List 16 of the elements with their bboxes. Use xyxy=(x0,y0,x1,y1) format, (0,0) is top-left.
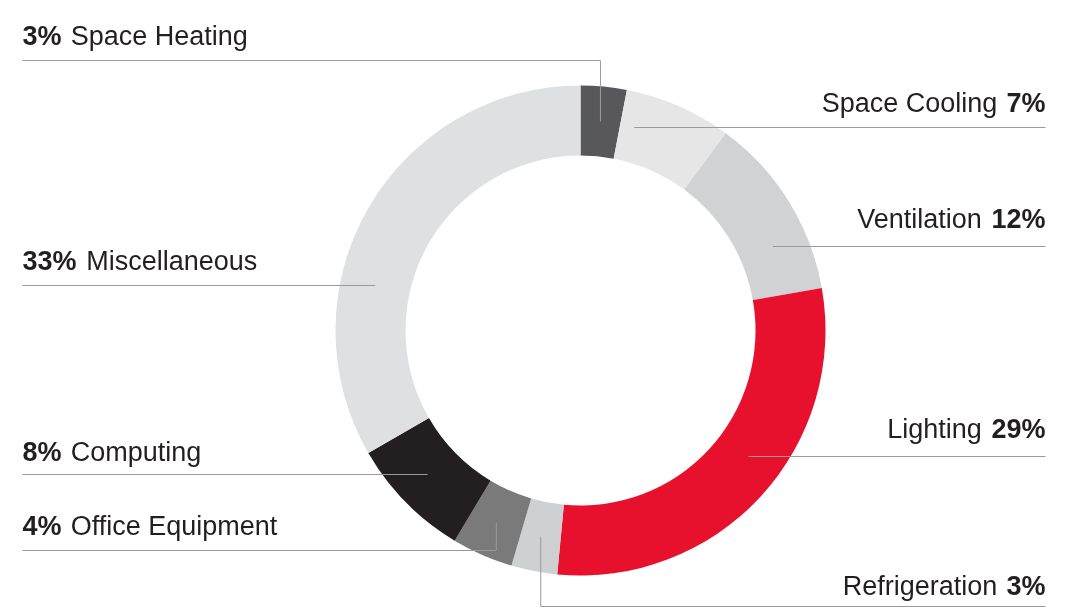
data-label: 12% xyxy=(991,203,1046,234)
slice-label: Refrigeration xyxy=(842,570,998,601)
data-label: 29% xyxy=(991,413,1046,444)
slice-label: Miscellaneous xyxy=(86,245,258,276)
slice-label: Lighting xyxy=(887,413,982,444)
slice-label: Ventilation xyxy=(857,203,982,234)
slice-label: Office Equipment xyxy=(70,510,278,541)
data-label: 3% xyxy=(22,20,62,51)
data-label: 4% xyxy=(22,510,62,541)
slice-label: Space Cooling xyxy=(821,87,998,118)
data-label: 33% xyxy=(22,245,77,276)
data-label: 8% xyxy=(22,436,62,467)
data-label: 7% xyxy=(1006,87,1046,118)
data-label: 3% xyxy=(1006,570,1046,601)
slice-label: Space Heating xyxy=(70,20,248,51)
slice-label: Computing xyxy=(70,436,202,467)
